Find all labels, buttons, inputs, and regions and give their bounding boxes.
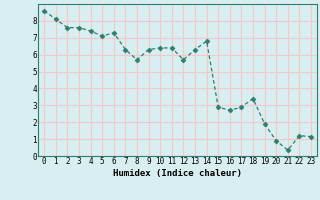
X-axis label: Humidex (Indice chaleur): Humidex (Indice chaleur) — [113, 169, 242, 178]
